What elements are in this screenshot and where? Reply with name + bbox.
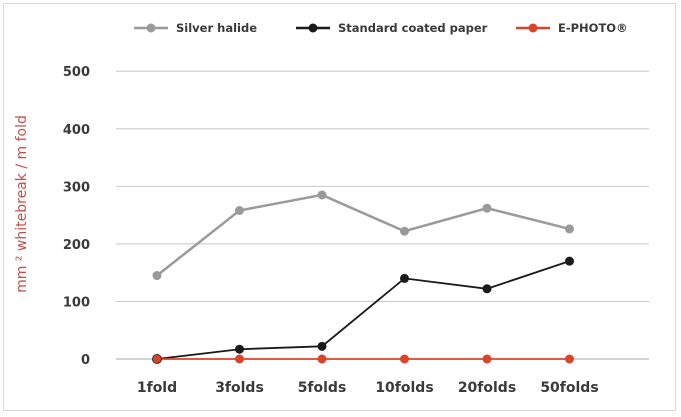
series-2 xyxy=(152,256,574,364)
y-tick-label: 500 xyxy=(63,65,90,80)
y-tick-labels: 0 100 200 300 400 500 xyxy=(63,65,90,368)
legend-label: Standard coated paper xyxy=(338,21,488,35)
y-tick-label: 0 xyxy=(81,353,90,368)
series-line xyxy=(156,260,570,360)
x-tick-label: 5folds xyxy=(298,380,347,396)
x-tick-label: 1fold xyxy=(137,380,177,396)
x-tick-label: 10folds xyxy=(375,380,433,396)
series-group xyxy=(152,190,574,364)
data-point xyxy=(400,354,409,364)
data-point xyxy=(235,344,244,354)
x-tick-label: 3folds xyxy=(215,380,264,396)
data-point xyxy=(317,354,327,364)
y-tick-label: 400 xyxy=(63,123,90,138)
data-point xyxy=(235,354,244,364)
x-tick-labels: 1fold 3folds 5folds 10folds 20folds 50folds xyxy=(137,380,599,396)
data-point xyxy=(400,273,409,283)
data-point xyxy=(565,256,574,266)
gridlines xyxy=(116,70,649,360)
legend-item-1: Silver halide xyxy=(134,21,257,35)
data-point xyxy=(565,224,574,234)
legend-item-2: Standard coated paper xyxy=(296,21,488,35)
series-1 xyxy=(152,190,574,281)
data-point xyxy=(565,354,574,364)
legend-swatch-marker xyxy=(308,23,318,33)
data-point xyxy=(317,190,327,200)
data-point xyxy=(235,205,244,215)
data-point xyxy=(152,271,162,281)
x-tick-label: 20folds xyxy=(458,380,516,396)
legend-label: Silver halide xyxy=(176,21,257,35)
legend-swatch-marker xyxy=(528,23,538,33)
data-point xyxy=(482,203,492,213)
data-point xyxy=(482,354,492,364)
series-line xyxy=(156,193,570,277)
legend-label: E-PHOTO® xyxy=(558,21,628,35)
data-point xyxy=(400,226,409,236)
data-point xyxy=(482,284,492,294)
line-chart: 0 100 200 300 400 500 1fold 3folds 5folds 10fold… xyxy=(14,21,649,396)
data-point xyxy=(152,354,162,364)
legend-swatch-marker xyxy=(146,23,156,33)
chart-frame: 0 100 200 300 400 500 1fold 3folds 5folds 10fold… xyxy=(3,3,676,411)
y-axis-label: mm ² whitebreak / m fold xyxy=(14,115,30,293)
x-tick-label: 50folds xyxy=(540,380,598,396)
y-tick-label: 300 xyxy=(63,180,90,195)
y-tick-label: 100 xyxy=(63,295,90,310)
legend-item-3: E-PHOTO® xyxy=(516,21,628,35)
series-3 xyxy=(152,354,574,364)
data-point xyxy=(317,341,327,351)
y-tick-label: 200 xyxy=(63,238,90,253)
legend: Silver halide Standard coated paper E-PHOT… xyxy=(134,21,628,35)
